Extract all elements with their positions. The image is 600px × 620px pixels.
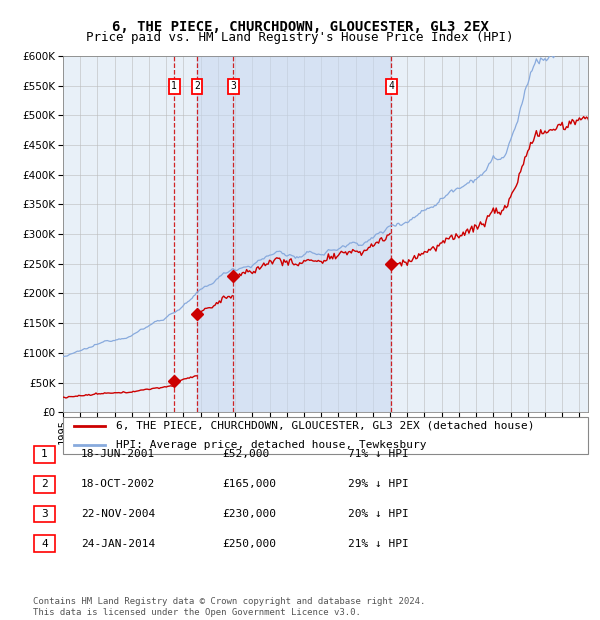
Text: 24-JAN-2014: 24-JAN-2014 [81,539,155,549]
Text: Price paid vs. HM Land Registry's House Price Index (HPI): Price paid vs. HM Land Registry's House … [86,31,514,44]
Text: £52,000: £52,000 [222,450,269,459]
Text: 2: 2 [41,479,48,489]
Text: 71% ↓ HPI: 71% ↓ HPI [348,450,409,459]
Text: 21% ↓ HPI: 21% ↓ HPI [348,539,409,549]
Text: 1: 1 [41,450,48,459]
Text: 3: 3 [230,81,236,91]
Text: £250,000: £250,000 [222,539,276,549]
Bar [197,56,391,412]
Text: 3: 3 [41,509,48,519]
Text: 4: 4 [388,81,394,91]
Text: 18-OCT-2002: 18-OCT-2002 [81,479,155,489]
FancyBboxPatch shape [34,476,55,492]
FancyBboxPatch shape [34,446,55,463]
Text: £165,000: £165,000 [222,479,276,489]
Text: 29% ↓ HPI: 29% ↓ HPI [348,479,409,489]
Text: 22-NOV-2004: 22-NOV-2004 [81,509,155,519]
FancyBboxPatch shape [63,417,588,454]
Text: £230,000: £230,000 [222,509,276,519]
FancyBboxPatch shape [34,506,55,522]
Text: 20% ↓ HPI: 20% ↓ HPI [348,509,409,519]
Text: HPI: Average price, detached house, Tewkesbury: HPI: Average price, detached house, Tewk… [115,440,426,450]
Text: 4: 4 [41,539,48,549]
Text: 18-JUN-2001: 18-JUN-2001 [81,450,155,459]
Text: 6, THE PIECE, CHURCHDOWN, GLOUCESTER, GL3 2EX: 6, THE PIECE, CHURCHDOWN, GLOUCESTER, GL… [112,20,488,34]
Text: 2: 2 [194,81,200,91]
Text: 1: 1 [171,81,177,91]
Text: Contains HM Land Registry data © Crown copyright and database right 2024.
This d: Contains HM Land Registry data © Crown c… [33,598,425,617]
Text: 6, THE PIECE, CHURCHDOWN, GLOUCESTER, GL3 2EX (detached house): 6, THE PIECE, CHURCHDOWN, GLOUCESTER, GL… [115,421,534,431]
FancyBboxPatch shape [34,536,55,552]
